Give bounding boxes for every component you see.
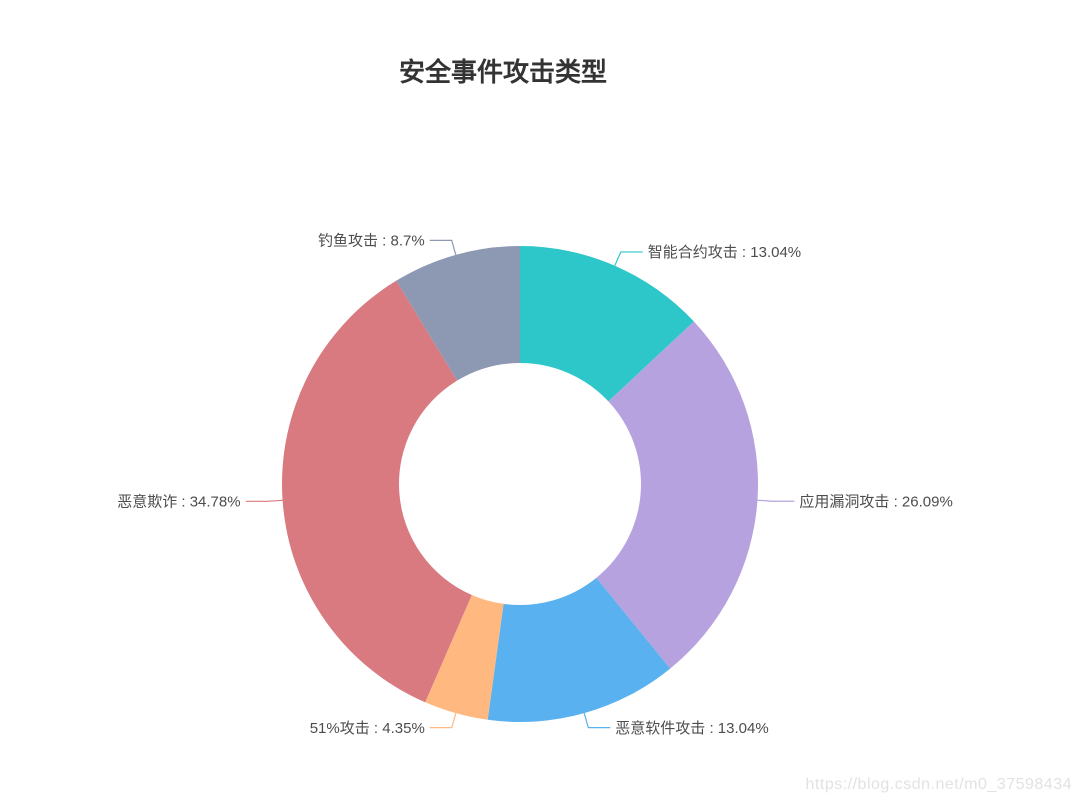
watermark: https://blog.csdn.net/m0_37598434 [805, 776, 1072, 793]
pie-slice-恶意欺诈[interactable] [282, 280, 472, 703]
label-line-51%攻击 [429, 713, 457, 729]
slice-label-恶意软件攻击: 恶意软件攻击 : 13.04% [615, 719, 768, 737]
pie-slice-应用漏洞攻击[interactable] [596, 321, 758, 669]
slice-label-应用漏洞攻击: 应用漏洞攻击 : 26.09% [799, 492, 952, 510]
slice-label-恶意欺诈: 恶意欺诈 : 34.78% [117, 493, 240, 511]
label-line-智能合约攻击 [614, 251, 643, 266]
pie-slice-恶意软件攻击[interactable] [487, 577, 671, 722]
slice-label-钓鱼攻击: 钓鱼攻击 : 8.7% [318, 232, 425, 250]
label-line-钓鱼攻击 [429, 239, 457, 255]
pie-slice-51%攻击[interactable] [425, 594, 504, 720]
slice-label-51%攻击: 51%攻击 : 4.35% [310, 720, 425, 737]
chart-title: 安全事件攻击类型 [398, 57, 608, 87]
slice-label-智能合约攻击: 智能合约攻击 : 13.04% [648, 243, 801, 261]
pie-slice-钓鱼攻击[interactable] [396, 246, 520, 381]
label-line-恶意欺诈 [245, 499, 283, 502]
label-line-恶意软件攻击 [583, 713, 611, 729]
label-line-应用漏洞攻击 [757, 499, 795, 502]
pie-slice-智能合约攻击[interactable] [520, 246, 694, 402]
